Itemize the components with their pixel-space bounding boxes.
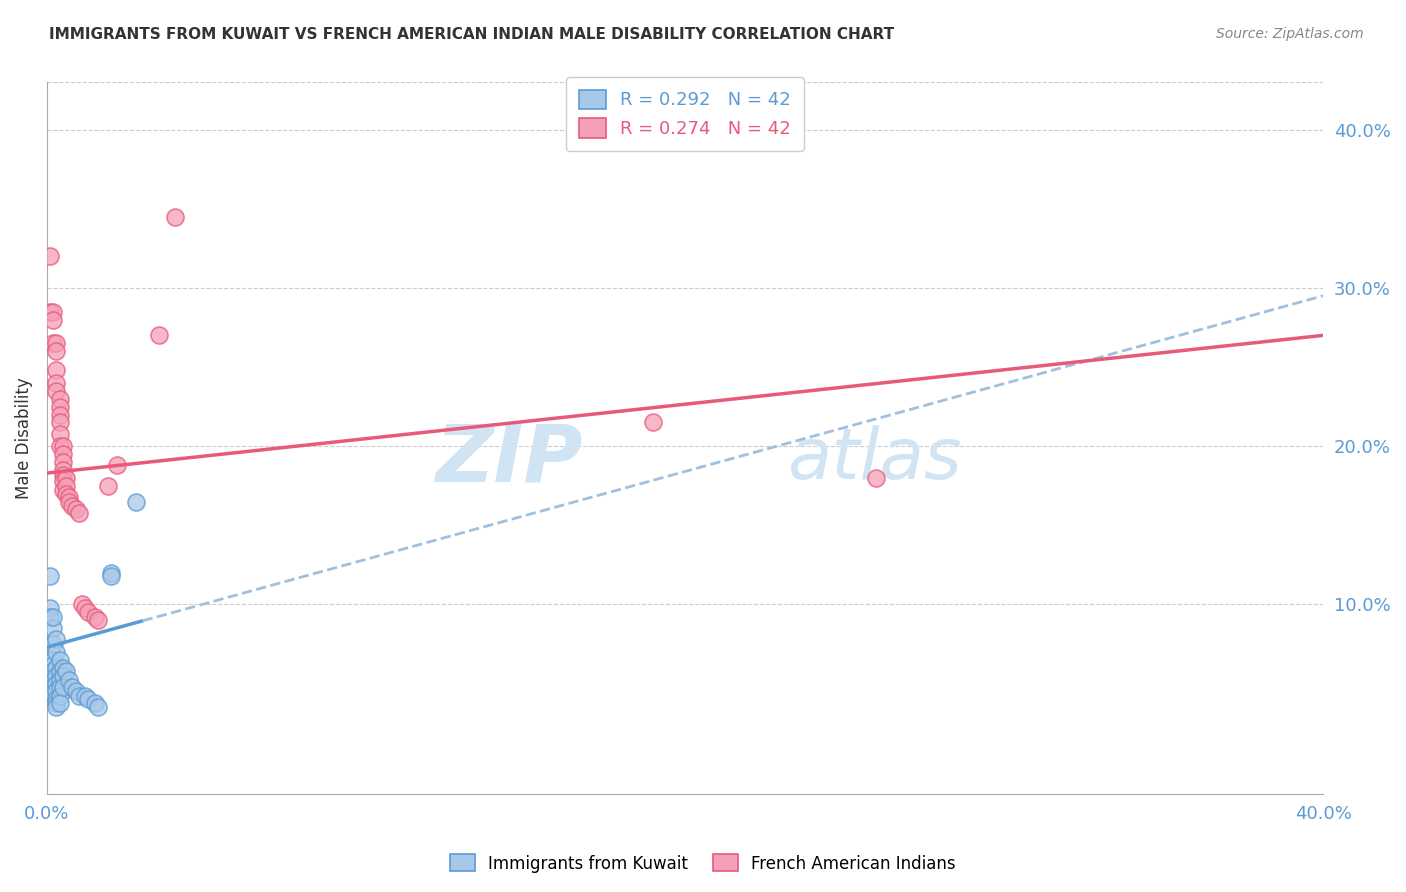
Point xyxy=(48,416,70,430)
Point xyxy=(42,637,65,651)
Point xyxy=(45,376,67,390)
Point xyxy=(865,471,887,485)
Point xyxy=(58,673,80,688)
Point xyxy=(100,569,122,583)
Point xyxy=(45,661,67,675)
Point xyxy=(42,673,65,688)
Point xyxy=(55,486,77,500)
Point xyxy=(42,621,65,635)
Point xyxy=(48,673,70,688)
Point xyxy=(45,645,67,659)
Point xyxy=(100,566,122,580)
Text: atlas: atlas xyxy=(787,425,962,494)
Point xyxy=(105,458,128,472)
Point xyxy=(42,653,65,667)
Point xyxy=(42,304,65,318)
Point xyxy=(45,384,67,398)
Point xyxy=(48,426,70,441)
Point xyxy=(58,494,80,508)
Point xyxy=(42,657,65,672)
Point xyxy=(83,696,105,710)
Point xyxy=(77,692,100,706)
Point xyxy=(48,408,70,422)
Text: IMMIGRANTS FROM KUWAIT VS FRENCH AMERICAN INDIAN MALE DISABILITY CORRELATION CHA: IMMIGRANTS FROM KUWAIT VS FRENCH AMERICA… xyxy=(49,27,894,42)
Point xyxy=(48,653,70,667)
Point xyxy=(87,700,110,714)
Point xyxy=(39,569,62,583)
Text: ZIP: ZIP xyxy=(436,421,583,499)
Point xyxy=(45,336,67,351)
Point xyxy=(62,680,84,694)
Point xyxy=(125,494,148,508)
Point xyxy=(52,483,75,498)
Point xyxy=(65,502,87,516)
Point xyxy=(45,363,67,377)
Point xyxy=(55,664,77,678)
Point xyxy=(48,690,70,704)
Point xyxy=(52,455,75,469)
Point xyxy=(52,467,75,482)
Legend: R = 0.292   N = 42, R = 0.274   N = 42: R = 0.292 N = 42, R = 0.274 N = 42 xyxy=(567,77,804,151)
Point xyxy=(39,610,62,624)
Point xyxy=(67,506,90,520)
Point xyxy=(45,344,67,359)
Point xyxy=(62,500,84,514)
Point xyxy=(45,668,67,682)
Point xyxy=(65,684,87,698)
Point xyxy=(39,249,62,263)
Point xyxy=(641,416,664,430)
Point xyxy=(42,610,65,624)
Point xyxy=(48,696,70,710)
Point xyxy=(96,479,118,493)
Point xyxy=(52,439,75,453)
Point xyxy=(75,690,97,704)
Point xyxy=(42,686,65,700)
Point xyxy=(45,684,67,698)
Point xyxy=(52,680,75,694)
Point xyxy=(55,471,77,485)
Point xyxy=(45,696,67,710)
Point xyxy=(148,328,170,343)
Point xyxy=(42,664,65,678)
Point xyxy=(42,336,65,351)
Point xyxy=(52,463,75,477)
Point xyxy=(39,304,62,318)
Point xyxy=(45,700,67,714)
Point xyxy=(48,664,70,678)
Point xyxy=(48,680,70,694)
Point xyxy=(75,600,97,615)
Point xyxy=(45,632,67,647)
Point xyxy=(52,668,75,682)
Text: Source: ZipAtlas.com: Source: ZipAtlas.com xyxy=(1216,27,1364,41)
Point xyxy=(83,610,105,624)
Point xyxy=(45,692,67,706)
Point xyxy=(70,598,93,612)
Point xyxy=(42,680,65,694)
Point xyxy=(48,392,70,406)
Point xyxy=(39,600,62,615)
Point xyxy=(77,605,100,619)
Y-axis label: Male Disability: Male Disability xyxy=(15,377,32,500)
Point xyxy=(48,439,70,453)
Point xyxy=(45,676,67,690)
Legend: Immigrants from Kuwait, French American Indians: Immigrants from Kuwait, French American … xyxy=(443,847,963,880)
Point xyxy=(52,447,75,461)
Point xyxy=(67,690,90,704)
Point xyxy=(42,312,65,326)
Point xyxy=(52,474,75,488)
Point xyxy=(52,661,75,675)
Point xyxy=(48,400,70,414)
Point xyxy=(87,613,110,627)
Point xyxy=(163,210,186,224)
Point xyxy=(58,490,80,504)
Point xyxy=(55,479,77,493)
